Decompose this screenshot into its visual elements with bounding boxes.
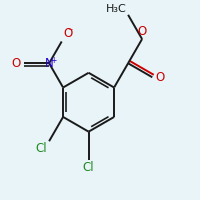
- Text: O: O: [137, 25, 147, 38]
- Text: +: +: [50, 56, 56, 65]
- Text: N: N: [45, 57, 53, 70]
- Text: O: O: [12, 57, 21, 70]
- Text: H₃C: H₃C: [106, 4, 127, 14]
- Text: ⁻: ⁻: [67, 28, 73, 38]
- Text: O: O: [155, 71, 165, 84]
- Text: Cl: Cl: [83, 161, 94, 174]
- Text: O: O: [64, 27, 73, 40]
- Text: Cl: Cl: [36, 142, 47, 155]
